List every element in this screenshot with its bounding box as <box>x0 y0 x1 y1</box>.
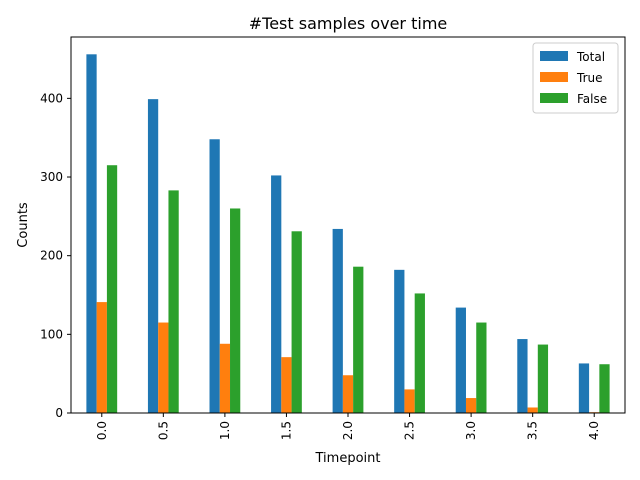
x-tick-label: 0.5 <box>156 421 170 440</box>
x-tick-label: 1.0 <box>218 421 232 440</box>
y-tick-label: 0 <box>55 406 63 420</box>
bar-total-3.5 <box>517 339 528 413</box>
bar-false-3.5 <box>537 344 549 413</box>
x-tick-label: 2.5 <box>403 421 417 440</box>
legend-label-true: True <box>576 71 603 85</box>
bar-true-0.5 <box>158 322 169 413</box>
x-tick-label: 4.0 <box>587 421 601 440</box>
bar-total-0.0 <box>86 54 97 414</box>
bar-true-1.5 <box>281 357 292 413</box>
bar-false-0.5 <box>168 190 179 413</box>
legend-swatch-true <box>540 72 568 82</box>
bar-total-4.0 <box>578 363 590 413</box>
y-tick-label: 400 <box>40 91 63 105</box>
y-tick-label: 200 <box>40 249 63 263</box>
bar-false-2.5 <box>414 293 425 413</box>
x-tick-label: 1.5 <box>279 421 293 440</box>
bar-true-1.0 <box>219 343 231 413</box>
bar-true-3.5 <box>527 407 538 413</box>
bar-total-2.5 <box>394 269 405 413</box>
x-tick-label: 2.0 <box>341 421 355 440</box>
bar-false-1.0 <box>230 208 241 413</box>
legend-swatch-total <box>540 51 568 61</box>
bar-total-2.0 <box>332 228 343 413</box>
legend-label-total: Total <box>576 50 605 64</box>
bar-false-3.0 <box>476 322 487 413</box>
x-tick-label: 3.0 <box>464 421 478 440</box>
bar-false-0.0 <box>106 165 118 413</box>
y-tick-label: 300 <box>40 170 63 184</box>
bar-true-0.0 <box>96 302 107 413</box>
y-axis-label: Counts <box>16 202 31 248</box>
bar-false-1.5 <box>291 231 302 413</box>
x-tick-label: 3.5 <box>526 421 540 440</box>
legend-swatch-false <box>540 93 568 103</box>
bar-total-1.5 <box>271 175 282 413</box>
legend: Total True False <box>532 42 619 114</box>
bar-false-4.0 <box>599 364 610 413</box>
x-axis-label: Timepoint <box>315 451 381 466</box>
bar-total-3.0 <box>455 307 466 413</box>
bar-true-3.0 <box>465 398 477 413</box>
bar-true-2.0 <box>342 375 354 413</box>
bar-true-2.5 <box>404 389 415 413</box>
bars-group <box>86 54 610 414</box>
bar-false-2.0 <box>353 266 364 413</box>
bar-total-0.5 <box>147 99 159 413</box>
chart-title: #Test samples over time <box>249 14 448 33</box>
legend-label-false: False <box>577 92 607 106</box>
x-axis: 0.0 0.5 1.0 1.5 2.0 2.5 3.0 3.5 4.0 <box>95 413 601 440</box>
y-axis: 0 100 200 300 400 <box>40 91 71 420</box>
y-tick-label: 100 <box>40 327 63 341</box>
bar-total-1.0 <box>209 139 220 413</box>
x-tick-label: 0.0 <box>95 421 109 440</box>
